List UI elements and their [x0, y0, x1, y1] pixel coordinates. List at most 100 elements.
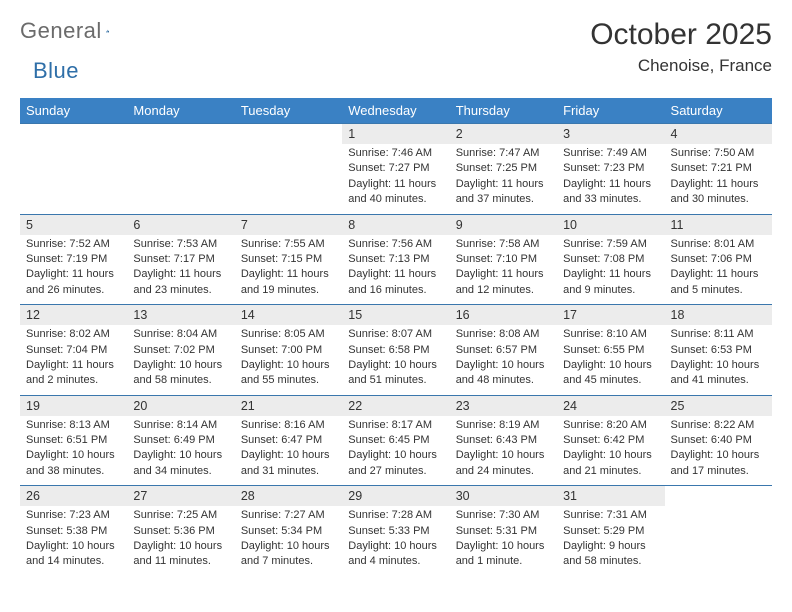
sunrise-line: Sunrise: 8:10 AM	[563, 327, 658, 342]
sunset-line: Sunset: 5:29 PM	[563, 524, 658, 539]
sunrise-line: Sunrise: 7:28 AM	[348, 508, 443, 523]
daylight-line: Daylight: 10 hours and 11 minutes.	[133, 539, 228, 570]
day-number-cell: 13	[127, 305, 234, 326]
sunset-line: Sunset: 6:53 PM	[671, 343, 766, 358]
sunset-line: Sunset: 7:17 PM	[133, 252, 228, 267]
day-body-cell: Sunrise: 8:11 AMSunset: 6:53 PMDaylight:…	[665, 325, 772, 395]
weekday-header: Tuesday	[235, 98, 342, 124]
sunset-line: Sunset: 7:10 PM	[456, 252, 551, 267]
daylight-line: Daylight: 11 hours and 37 minutes.	[456, 177, 551, 208]
day-number-cell: 24	[557, 395, 664, 416]
sunset-line: Sunset: 7:13 PM	[348, 252, 443, 267]
daynum-row: 262728293031	[20, 486, 772, 507]
day-body-cell: Sunrise: 7:56 AMSunset: 7:13 PMDaylight:…	[342, 235, 449, 305]
daylight-line: Daylight: 10 hours and 41 minutes.	[671, 358, 766, 389]
day-number-cell	[127, 124, 234, 145]
sunrise-line: Sunrise: 7:30 AM	[456, 508, 551, 523]
day-body-cell: Sunrise: 8:22 AMSunset: 6:40 PMDaylight:…	[665, 416, 772, 486]
weekday-header: Sunday	[20, 98, 127, 124]
day-body-cell: Sunrise: 8:10 AMSunset: 6:55 PMDaylight:…	[557, 325, 664, 395]
day-number-cell: 18	[665, 305, 772, 326]
day-number-cell: 27	[127, 486, 234, 507]
sunset-line: Sunset: 7:19 PM	[26, 252, 121, 267]
weekday-header: Saturday	[665, 98, 772, 124]
sunset-line: Sunset: 6:47 PM	[241, 433, 336, 448]
daylight-line: Daylight: 11 hours and 9 minutes.	[563, 267, 658, 298]
sunset-line: Sunset: 7:27 PM	[348, 161, 443, 176]
day-number-cell: 21	[235, 395, 342, 416]
sunset-line: Sunset: 7:02 PM	[133, 343, 228, 358]
sunset-line: Sunset: 6:42 PM	[563, 433, 658, 448]
calendar-table: SundayMondayTuesdayWednesdayThursdayFrid…	[20, 98, 772, 576]
daylight-line: Daylight: 11 hours and 2 minutes.	[26, 358, 121, 389]
sunrise-line: Sunrise: 8:08 AM	[456, 327, 551, 342]
sunset-line: Sunset: 6:40 PM	[671, 433, 766, 448]
day-number-cell: 7	[235, 214, 342, 235]
sunset-line: Sunset: 7:04 PM	[26, 343, 121, 358]
day-number-cell: 9	[450, 214, 557, 235]
sunrise-line: Sunrise: 7:52 AM	[26, 237, 121, 252]
day-number-cell: 20	[127, 395, 234, 416]
day-body-cell: Sunrise: 7:53 AMSunset: 7:17 PMDaylight:…	[127, 235, 234, 305]
day-body-cell: Sunrise: 7:58 AMSunset: 7:10 PMDaylight:…	[450, 235, 557, 305]
daylight-line: Daylight: 10 hours and 21 minutes.	[563, 448, 658, 479]
day-body-cell: Sunrise: 8:17 AMSunset: 6:45 PMDaylight:…	[342, 416, 449, 486]
sunrise-line: Sunrise: 8:07 AM	[348, 327, 443, 342]
sunrise-line: Sunrise: 8:05 AM	[241, 327, 336, 342]
title-block: October 2025 Chenoise, France	[590, 18, 772, 76]
day-body-cell: Sunrise: 8:08 AMSunset: 6:57 PMDaylight:…	[450, 325, 557, 395]
sunrise-line: Sunrise: 7:31 AM	[563, 508, 658, 523]
sail-icon	[106, 23, 110, 39]
day-body-cell: Sunrise: 7:52 AMSunset: 7:19 PMDaylight:…	[20, 235, 127, 305]
day-body-cell: Sunrise: 7:49 AMSunset: 7:23 PMDaylight:…	[557, 144, 664, 214]
sunrise-line: Sunrise: 7:23 AM	[26, 508, 121, 523]
daylight-line: Daylight: 10 hours and 7 minutes.	[241, 539, 336, 570]
daynum-row: 1234	[20, 124, 772, 145]
day-number-cell: 4	[665, 124, 772, 145]
day-body-cell: Sunrise: 7:55 AMSunset: 7:15 PMDaylight:…	[235, 235, 342, 305]
day-number-cell: 25	[665, 395, 772, 416]
daylight-line: Daylight: 10 hours and 45 minutes.	[563, 358, 658, 389]
daylight-line: Daylight: 10 hours and 31 minutes.	[241, 448, 336, 479]
sunrise-line: Sunrise: 8:16 AM	[241, 418, 336, 433]
daylight-line: Daylight: 11 hours and 33 minutes.	[563, 177, 658, 208]
daylight-line: Daylight: 11 hours and 5 minutes.	[671, 267, 766, 298]
day-number-cell	[20, 124, 127, 145]
sunset-line: Sunset: 5:33 PM	[348, 524, 443, 539]
sunrise-line: Sunrise: 7:27 AM	[241, 508, 336, 523]
day-number-cell: 10	[557, 214, 664, 235]
sunrise-line: Sunrise: 7:47 AM	[456, 146, 551, 161]
day-body-cell: Sunrise: 7:25 AMSunset: 5:36 PMDaylight:…	[127, 506, 234, 576]
day-number-cell: 19	[20, 395, 127, 416]
day-body-cell	[665, 506, 772, 576]
sunrise-line: Sunrise: 8:22 AM	[671, 418, 766, 433]
day-number-cell: 1	[342, 124, 449, 145]
daylight-line: Daylight: 10 hours and 4 minutes.	[348, 539, 443, 570]
day-number-cell: 28	[235, 486, 342, 507]
sunset-line: Sunset: 7:15 PM	[241, 252, 336, 267]
day-number-cell	[665, 486, 772, 507]
day-number-cell: 5	[20, 214, 127, 235]
day-number-cell: 15	[342, 305, 449, 326]
day-body-cell: Sunrise: 7:30 AMSunset: 5:31 PMDaylight:…	[450, 506, 557, 576]
daylight-line: Daylight: 10 hours and 48 minutes.	[456, 358, 551, 389]
day-number-cell: 16	[450, 305, 557, 326]
sunrise-line: Sunrise: 8:14 AM	[133, 418, 228, 433]
daylight-line: Daylight: 10 hours and 14 minutes.	[26, 539, 121, 570]
brand-logo: General	[20, 18, 130, 44]
day-number-cell: 6	[127, 214, 234, 235]
daylight-line: Daylight: 10 hours and 51 minutes.	[348, 358, 443, 389]
page-title: October 2025	[590, 18, 772, 52]
daylight-line: Daylight: 10 hours and 1 minute.	[456, 539, 551, 570]
daybody-row: Sunrise: 8:02 AMSunset: 7:04 PMDaylight:…	[20, 325, 772, 395]
day-body-cell: Sunrise: 8:14 AMSunset: 6:49 PMDaylight:…	[127, 416, 234, 486]
sunset-line: Sunset: 6:51 PM	[26, 433, 121, 448]
day-number-cell: 14	[235, 305, 342, 326]
sunrise-line: Sunrise: 7:56 AM	[348, 237, 443, 252]
daylight-line: Daylight: 11 hours and 26 minutes.	[26, 267, 121, 298]
day-number-cell	[235, 124, 342, 145]
day-body-cell: Sunrise: 7:28 AMSunset: 5:33 PMDaylight:…	[342, 506, 449, 576]
day-body-cell: Sunrise: 7:27 AMSunset: 5:34 PMDaylight:…	[235, 506, 342, 576]
sunrise-line: Sunrise: 8:20 AM	[563, 418, 658, 433]
daylight-line: Daylight: 11 hours and 16 minutes.	[348, 267, 443, 298]
